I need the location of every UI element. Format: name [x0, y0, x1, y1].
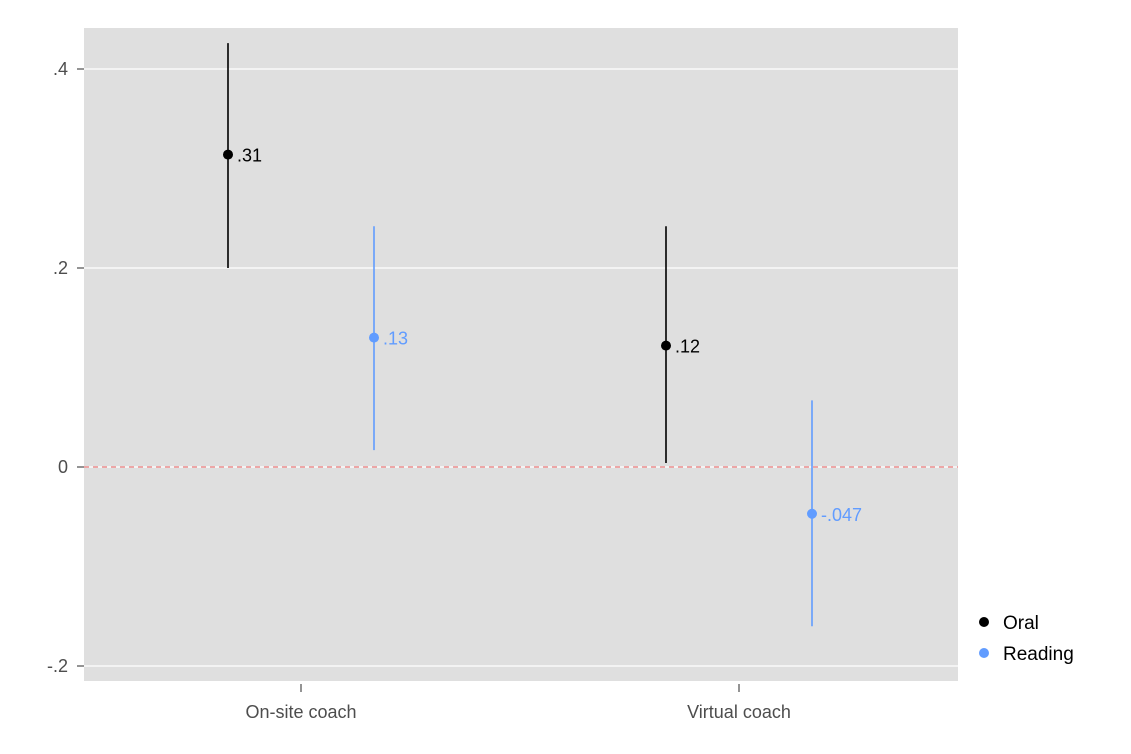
y-tick-label: .4: [53, 59, 68, 79]
legend-label: Reading: [1003, 644, 1074, 665]
data-label: .31: [237, 146, 262, 166]
point-estimate: [223, 149, 233, 160]
y-tick-label: .2: [53, 258, 68, 278]
data-label: .13: [383, 329, 408, 349]
point-estimate: [807, 508, 817, 519]
y-axis: -.2 0 .2 .4: [47, 59, 84, 676]
legend-label: Oral: [1003, 613, 1039, 634]
y-tick-label: -.2: [47, 656, 68, 676]
data-label: .12: [675, 337, 700, 357]
legend-marker: [979, 648, 989, 658]
y-tick-label: 0: [58, 457, 68, 477]
point-estimate: [661, 340, 671, 351]
x-tick-label: On-site coach: [245, 702, 356, 722]
error-bars: .31 .12 .13 -.047: [223, 43, 862, 627]
legend: Oral Reading: [979, 613, 1074, 665]
data-label: -.047: [821, 505, 862, 525]
legend-marker: [979, 617, 989, 627]
point-estimate: [369, 332, 379, 343]
plot-background: [84, 28, 958, 681]
x-axis: On-site coach Virtual coach: [245, 684, 791, 722]
x-tick-label: Virtual coach: [687, 702, 791, 722]
